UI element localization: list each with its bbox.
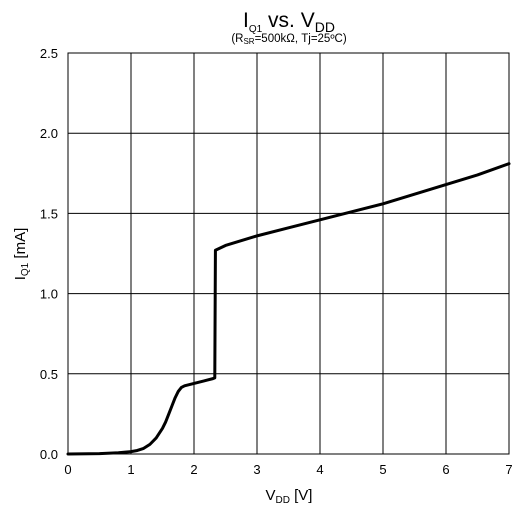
x-tick-label: 0 <box>64 462 71 477</box>
x-tick-label: 4 <box>316 462 323 477</box>
y-tick-label: 2.0 <box>40 126 58 141</box>
x-tick-label: 6 <box>442 462 449 477</box>
plot-border <box>67 52 510 455</box>
x-tick-label: 2 <box>190 462 197 477</box>
y-tick-label: 0.0 <box>40 447 58 462</box>
data-line <box>66 162 511 456</box>
x-tick-label: 3 <box>253 462 260 477</box>
chart-subtitle: (RSR=500kΩ, Tj=25ºC) <box>231 33 346 46</box>
x-axis-label: VDD [V] <box>266 487 313 506</box>
x-tick-label: 7 <box>505 462 512 477</box>
y-tick-label: 2.5 <box>40 46 58 61</box>
x-tick-labels: 0 1 2 3 4 5 6 7 <box>64 462 512 477</box>
chart-title: IQ1 vs. VDD <box>243 9 335 35</box>
plot-area <box>68 53 509 454</box>
y-axis-label: IQ1 [mA] <box>12 228 31 281</box>
y-tick-labels: 0.0 0.5 1.0 1.5 2.0 2.5 <box>40 46 58 462</box>
x-tick-label: 5 <box>379 462 386 477</box>
y-tick-label: 1.5 <box>40 206 58 221</box>
y-tick-label: 0.5 <box>40 367 58 382</box>
x-tick-label: 1 <box>127 462 134 477</box>
y-tick-label: 1.0 <box>40 287 58 302</box>
